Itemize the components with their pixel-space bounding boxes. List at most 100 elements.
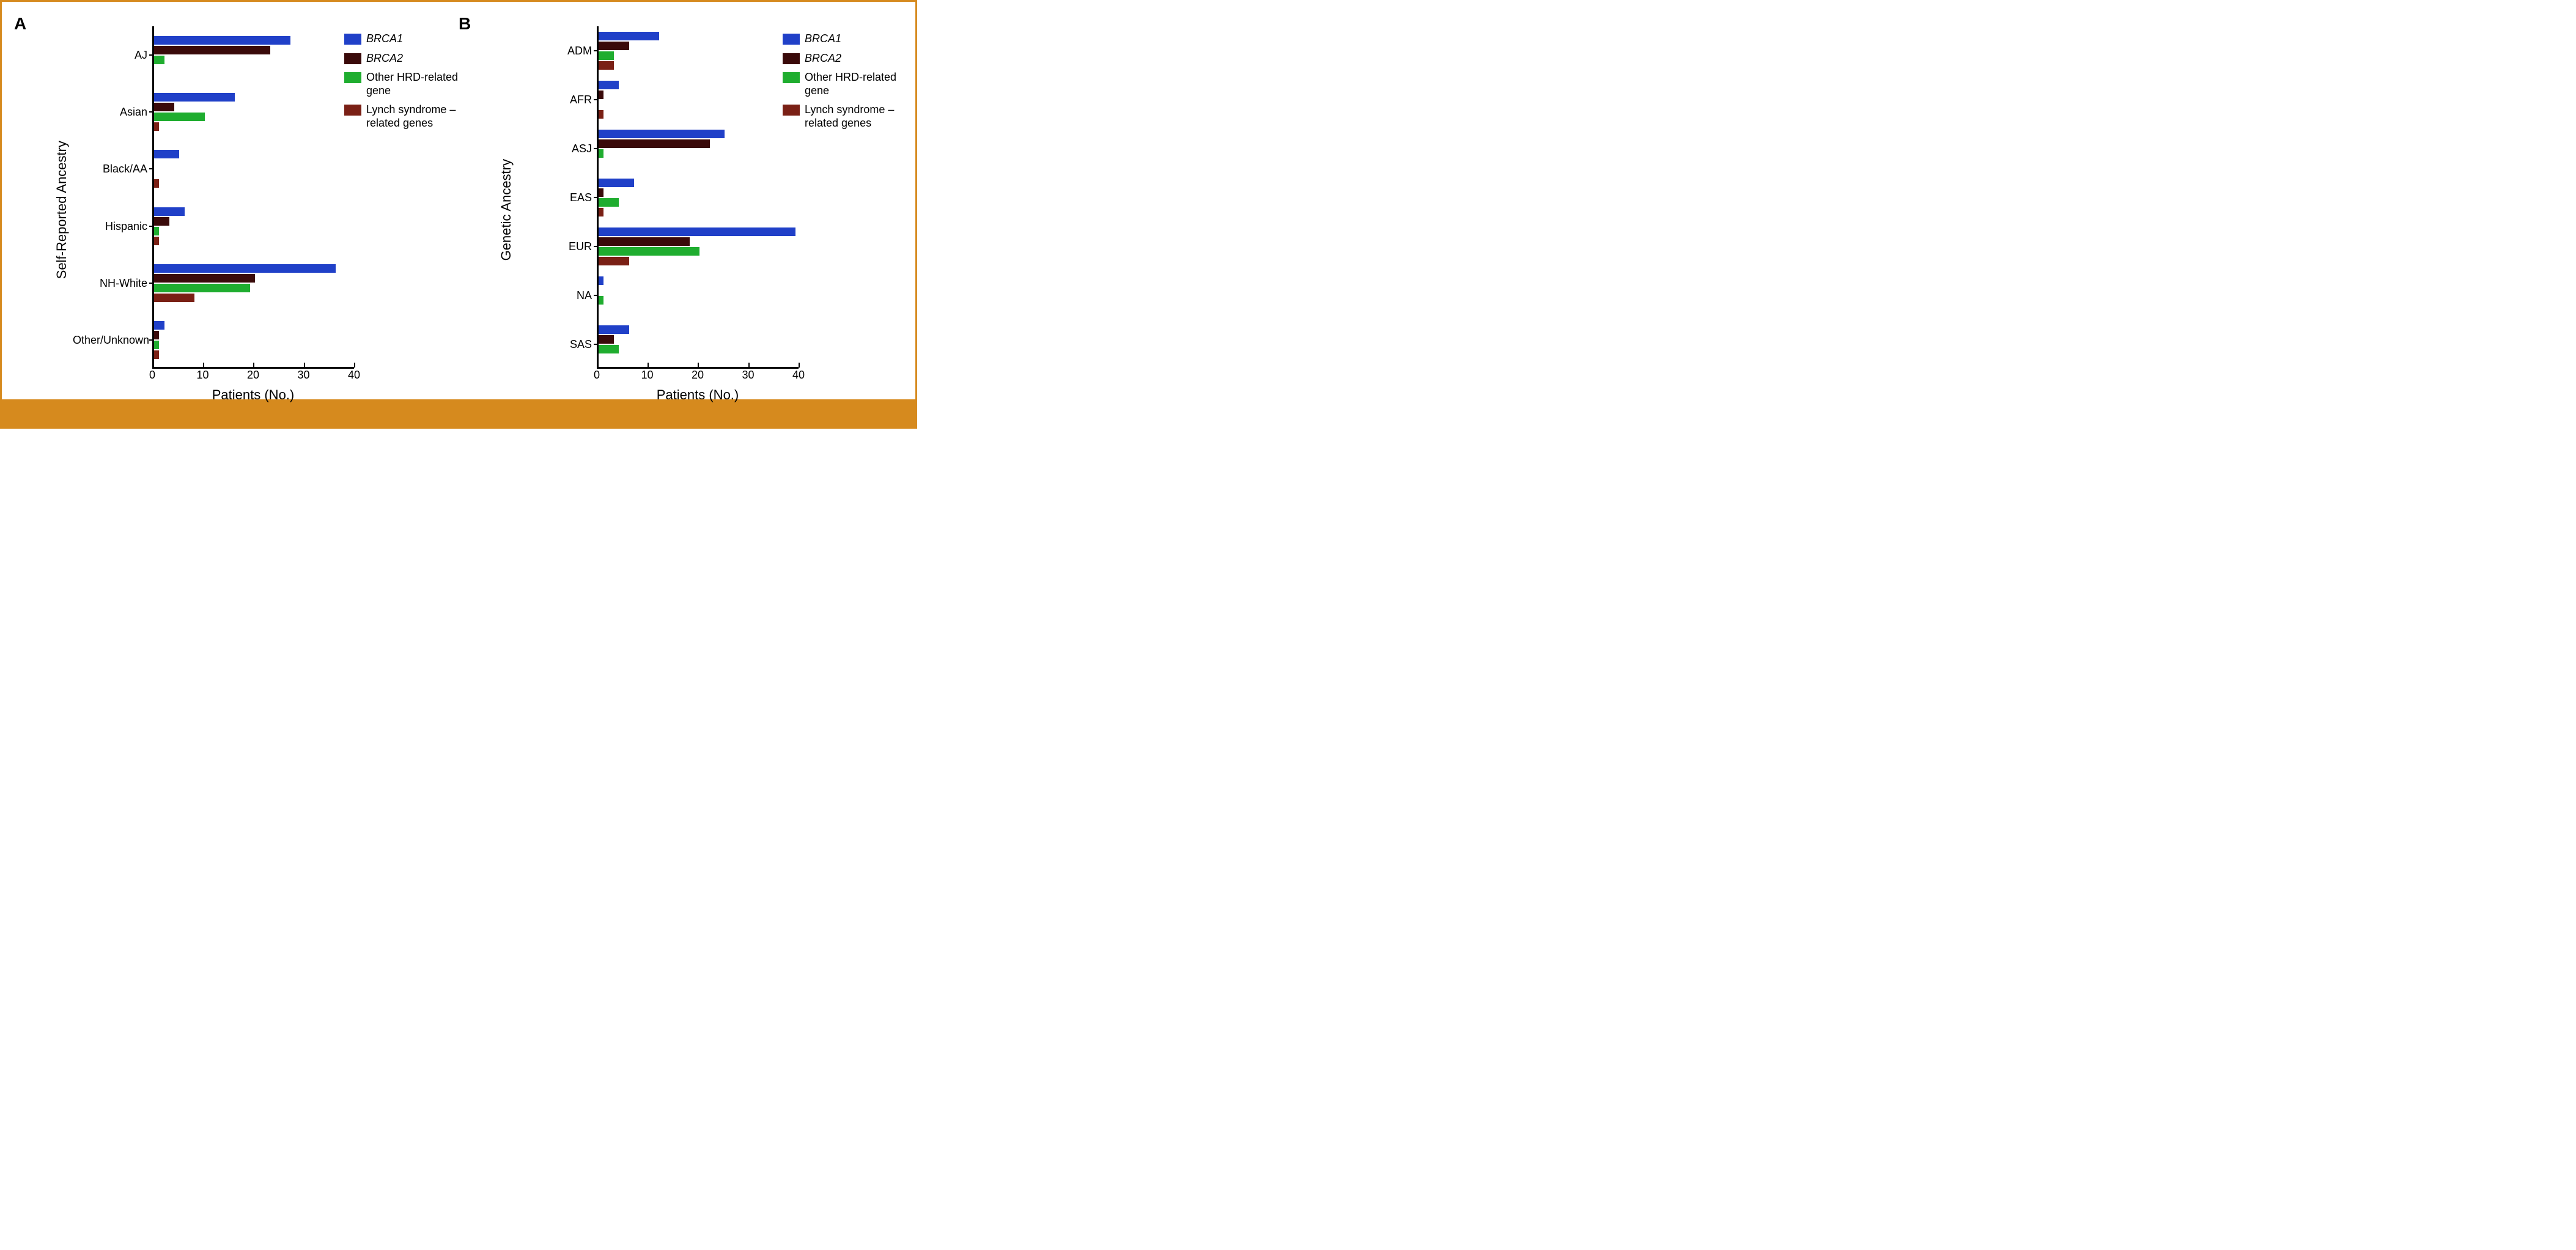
bar-other_hrd (154, 113, 205, 121)
y-category-label: ASJ (517, 143, 592, 154)
panel-b-x-ticks: 010203040 (597, 369, 800, 387)
y-tick-mark (149, 339, 154, 341)
bar-brca1 (154, 207, 185, 216)
bar-other_hrd (599, 198, 619, 207)
y-category-label: Black/AA (73, 163, 147, 174)
x-tick: 10 (641, 369, 653, 382)
bar-group (599, 81, 619, 119)
y-tick-mark (594, 197, 599, 198)
bar-other_hrd (599, 247, 699, 256)
panel-a: A Self-Reported Ancestry AJAsianBlack/AA… (14, 14, 459, 393)
legend-label: Other HRD-related gene (805, 71, 903, 97)
bar-other_hrd (154, 227, 159, 235)
bar-group (599, 179, 634, 216)
legend-item-brca2: BRCA2 (344, 52, 459, 65)
bar-brca1 (154, 36, 290, 45)
bar-lynch (154, 237, 159, 245)
bar-brca1 (154, 150, 179, 158)
bottom-band (2, 399, 915, 427)
legend-swatch (344, 53, 361, 64)
panel-a-x-ticks: 010203040 (152, 369, 356, 387)
bar-other_hrd (154, 341, 159, 349)
bar-lynch (599, 257, 629, 265)
y-tick-mark (149, 111, 154, 113)
y-tick-mark (594, 295, 599, 296)
bar-group (154, 36, 290, 74)
y-category-label: NA (517, 290, 592, 301)
bar-group (154, 264, 336, 302)
bar-lynch (154, 350, 159, 359)
legend-label: BRCA2 (366, 52, 403, 65)
bar-group (154, 321, 164, 359)
y-tick-mark (149, 168, 154, 169)
legend-label: Lynch syndrome –related genes (366, 103, 459, 130)
bar-brca2 (599, 91, 603, 99)
bar-lynch (154, 179, 159, 188)
bar-brca1 (599, 81, 619, 89)
legend-swatch (783, 34, 800, 45)
y-tick-mark (149, 54, 154, 56)
bar-brca2 (154, 217, 169, 226)
y-tick-mark (594, 50, 599, 51)
panel-b-legend: BRCA1 BRCA2 Other HRD-related gene Lynch sy… (783, 32, 903, 130)
legend-item-brca1: BRCA1 (783, 32, 903, 46)
bar-other_hrd (599, 149, 603, 158)
y-tick-mark (594, 344, 599, 345)
bar-brca1 (599, 32, 659, 40)
legend-item-brca1: BRCA1 (344, 32, 459, 46)
y-category-label: SAS (517, 339, 592, 350)
bar-group (154, 93, 235, 131)
bar-brca2 (599, 139, 710, 148)
y-category-label: ADM (517, 45, 592, 56)
y-category-label: Hispanic (73, 221, 147, 232)
bar-other_hrd (154, 56, 164, 64)
legend-label: BRCA1 (366, 32, 403, 46)
panel-b-label: B (459, 14, 471, 34)
bar-group (599, 276, 603, 314)
bar-group (599, 227, 795, 265)
y-tick-mark (594, 99, 599, 100)
legend-swatch (344, 72, 361, 83)
y-tick-mark (594, 246, 599, 247)
legend-swatch (783, 53, 800, 64)
legend-label: BRCA1 (805, 32, 841, 46)
figure-frame: A Self-Reported Ancestry AJAsianBlack/AA… (0, 0, 917, 429)
panel-a-y-title: Self-Reported Ancestry (51, 141, 73, 279)
legend-item-lynch: Lynch syndrome –related genes (783, 103, 903, 130)
panel-a-plot (152, 26, 354, 369)
y-category-label: Asian (73, 106, 147, 117)
x-tick: 40 (792, 369, 805, 382)
y-category-label: NH-White (73, 278, 147, 289)
legend-label: Other HRD-related gene (366, 71, 459, 97)
panel-a-legend: BRCA1 BRCA2 Other HRD-related gene Lynch sy… (344, 32, 459, 130)
x-tick: 20 (692, 369, 704, 382)
bar-brca1 (154, 264, 336, 273)
bar-brca1 (599, 179, 634, 187)
x-tick: 0 (149, 369, 155, 382)
bar-lynch (599, 208, 603, 216)
panel-b-y-labels: ADMAFRASJEASEURNASAS (517, 26, 597, 369)
bar-brca2 (154, 103, 174, 111)
panel-b-plot (597, 26, 799, 369)
bar-lynch (599, 61, 614, 70)
bar-brca1 (599, 276, 603, 285)
bar-brca1 (154, 93, 235, 102)
bar-group (154, 150, 179, 188)
y-category-label: AFR (517, 94, 592, 105)
bar-brca2 (154, 274, 255, 283)
bar-group (599, 32, 659, 70)
legend-item-brca2: BRCA2 (783, 52, 903, 65)
bar-brca2 (599, 42, 629, 50)
panel-a-label: A (14, 14, 26, 34)
panel-a-y-labels: AJAsianBlack/AAHispanicNH-WhiteOther/Unk… (73, 26, 152, 369)
bar-other_hrd (154, 284, 250, 292)
x-tick: 10 (196, 369, 209, 382)
legend-label: BRCA2 (805, 52, 841, 65)
panel-a-x-title: Patients (No.) (152, 387, 354, 403)
x-tick: 0 (594, 369, 600, 382)
y-tick-mark (149, 283, 154, 284)
panels-row: A Self-Reported Ancestry AJAsianBlack/AA… (2, 2, 915, 399)
legend-swatch (344, 34, 361, 45)
bar-lynch (154, 122, 159, 131)
y-category-label: EAS (517, 192, 592, 203)
